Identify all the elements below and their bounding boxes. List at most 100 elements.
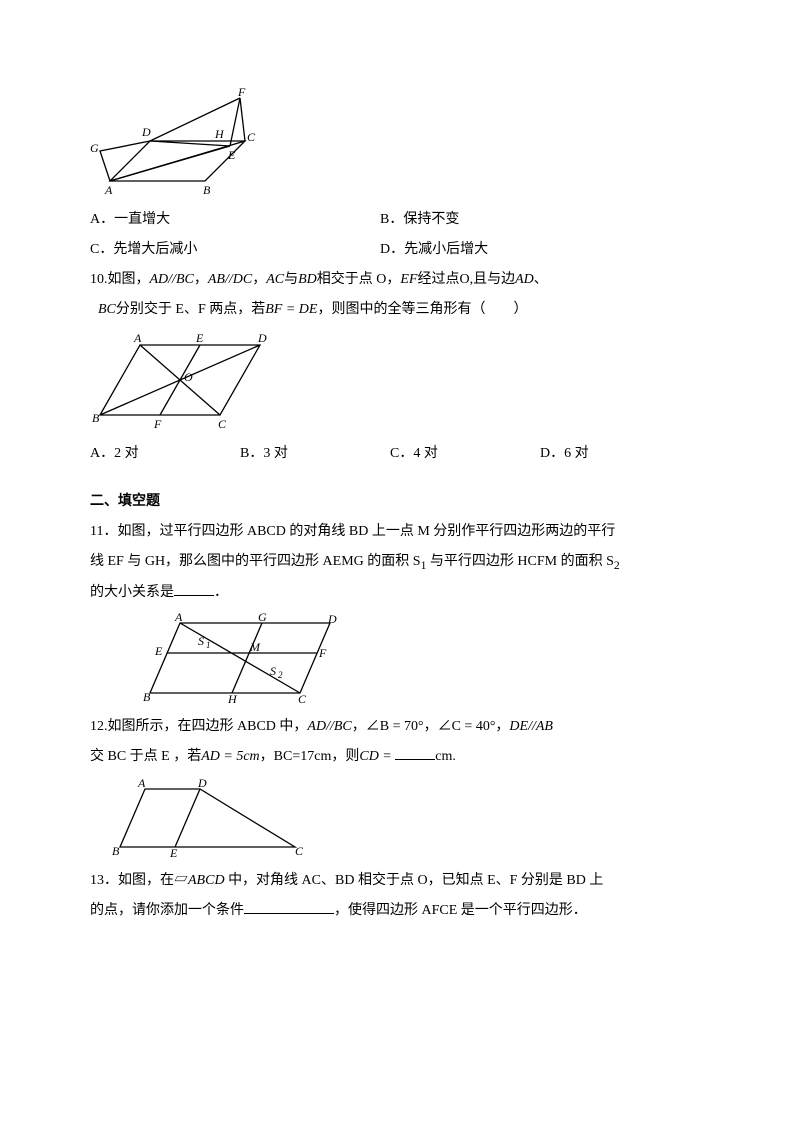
svg-text:B: B — [112, 844, 120, 857]
q10-m1: 与 — [284, 272, 298, 287]
svg-text:C: C — [298, 692, 307, 703]
svg-text:H: H — [214, 127, 225, 141]
svg-text:E: E — [195, 331, 204, 345]
q13-psym: ▱ — [174, 873, 188, 888]
q10-l2a: BC — [98, 302, 116, 317]
svg-text:D: D — [197, 777, 207, 790]
q10-option-c: C．4 对 — [390, 440, 540, 468]
section2-title: 二、填空题 — [90, 488, 704, 516]
svg-text:D: D — [141, 125, 151, 139]
q11-line1: 11．如图，过平行四边形 ABCD 的对角线 BD 上一点 M 分别作平行四边形… — [90, 518, 704, 546]
svg-text:F: F — [237, 86, 246, 99]
q13-l1b: 中，对角线 AC、BD 相交于点 O，已知点 E、F 分别是 BD 上 — [225, 873, 604, 888]
q12-line1: 12.如图所示，在四边形 ABCD 中，AD//BC，∠B = 70°，∠C =… — [90, 713, 704, 741]
svg-text:A: A — [133, 331, 142, 345]
q12-l1a: 12.如图所示，在四边形 ABCD 中， — [90, 719, 307, 734]
svg-text:E: E — [227, 148, 236, 162]
q12-l2b: ，BC=17cm，则 — [260, 749, 360, 764]
svg-text:M: M — [249, 640, 261, 654]
q10-options: A．2 对 B．3 对 C．4 对 D．6 对 — [90, 440, 704, 468]
figure-q11: A G D E M F B H C S1 S2 — [90, 613, 704, 703]
svg-text:F: F — [153, 417, 162, 430]
q11-l3: 的大小关系是 — [90, 585, 174, 600]
q11-end: ． — [214, 585, 228, 600]
svg-text:C: C — [247, 130, 256, 144]
q10-s2: AB//DC — [208, 272, 252, 287]
q13-blank — [244, 900, 334, 914]
svg-text:E: E — [154, 644, 163, 658]
svg-text:C: C — [218, 417, 227, 430]
svg-text:2: 2 — [278, 670, 283, 680]
q10-stem2: BC分别交于 E、F 两点，若BF = DE，则图中的全等三角形有（ ） — [90, 296, 704, 324]
q12-s3: AD = 5cm — [201, 749, 259, 764]
q13-l1a: 13．如图，在 — [90, 873, 174, 888]
svg-text:D: D — [257, 331, 267, 345]
svg-text:H: H — [227, 692, 238, 703]
svg-text:B: B — [143, 690, 151, 703]
q12-s1: AD//BC — [307, 719, 351, 734]
q11-blank — [174, 582, 214, 596]
q13-l2b: ，使得四边形 AFCE 是一个平行四边形． — [334, 903, 587, 918]
svg-text:B: B — [203, 183, 211, 196]
q12-l1b: ∠B = 70°，∠C = 40°， — [366, 719, 510, 734]
q13-l2a: 的点，请你添加一个条件 — [90, 903, 244, 918]
figure-q12: A D B E C — [90, 777, 704, 857]
svg-text:B: B — [92, 411, 100, 425]
q13-s1: ABCD — [188, 873, 225, 888]
q13-line1: 13．如图，在▱ABCD 中，对角线 AC、BD 相交于点 O，已知点 E、F … — [90, 867, 704, 895]
fig12-svg: A D B E C — [110, 777, 310, 857]
q9-options-row1: A．一直增大 B．保持不变 — [90, 206, 704, 234]
q10-s6: AD — [515, 272, 534, 287]
svg-text:A: A — [104, 183, 113, 196]
svg-text:E: E — [169, 846, 178, 857]
q10-stem: 10.如图，AD//BC，AB//DC，AC与BD相交于点 O，EF经过点O,且… — [90, 266, 704, 294]
q10-s3: AC — [266, 272, 284, 287]
q11-sub2: 2 — [614, 559, 620, 572]
q10-m3: 经过点O,且与边 — [417, 272, 515, 287]
q12-sep1: ， — [352, 719, 366, 734]
fig11-svg: A G D E M F B H C S1 S2 — [140, 613, 350, 703]
q11-l2b: 与平行四边形 HCFM 的面积 S — [426, 554, 613, 569]
q10-option-b: B．3 对 — [240, 440, 390, 468]
q11-line2: 线 EF 与 GH，那么图中的平行四边形 AEMG 的面积 S1 与平行四边形 … — [90, 548, 704, 577]
fig9-svg: A B C D E F G H — [90, 86, 270, 196]
q10-s1: AD//BC — [150, 272, 194, 287]
q10-t1: 10.如图， — [90, 272, 150, 287]
q11-line3: 的大小关系是 ． — [90, 579, 704, 607]
q9-option-a: A．一直增大 — [90, 206, 380, 234]
q13-line2: 的点，请你添加一个条件 ，使得四边形 AFCE 是一个平行四边形． — [90, 897, 704, 925]
svg-text:A: A — [137, 777, 146, 790]
q9-option-b: B．保持不变 — [380, 206, 459, 234]
svg-text:D: D — [327, 613, 337, 626]
q12-s2: DE//AB — [509, 719, 553, 734]
svg-text:C: C — [295, 844, 304, 857]
svg-text:S: S — [198, 634, 204, 648]
q10-p1: 、 — [534, 272, 548, 287]
q10-s7: BF = DE — [265, 302, 317, 317]
fig10-svg: A E D B F C O — [90, 330, 290, 430]
svg-text:A: A — [174, 613, 183, 624]
q12-line2: 交 BC 于点 E ，若AD = 5cm，BC=17cm，则CD = cm. — [90, 743, 704, 771]
svg-text:1: 1 — [206, 640, 211, 650]
q9-option-d: D．先减小后增大 — [380, 236, 488, 264]
q10-s5: EF — [400, 272, 417, 287]
q12-s4: CD = — [359, 749, 391, 764]
q10-l2b: 分别交于 E、F 两点，若 — [116, 302, 265, 317]
q9-option-c: C．先增大后减小 — [90, 236, 380, 264]
q10-option-a: A．2 对 — [90, 440, 240, 468]
q11-l2a: 线 EF 与 GH，那么图中的平行四边形 AEMG 的面积 S — [90, 554, 421, 569]
svg-text:G: G — [90, 141, 99, 155]
svg-text:O: O — [184, 370, 193, 384]
svg-text:G: G — [258, 613, 267, 624]
q9-options-row2: C．先增大后减小 D．先减小后增大 — [90, 236, 704, 264]
q10-l2c: ，则图中的全等三角形有（ ） — [317, 302, 527, 317]
svg-text:S: S — [270, 664, 276, 678]
figure-q9: A B C D E F G H — [90, 86, 704, 196]
q12-unit: cm. — [435, 749, 456, 764]
q10-option-d: D．6 对 — [540, 440, 690, 468]
q10-m2: 相交于点 O， — [317, 272, 401, 287]
figure-q10: A E D B F C O — [90, 330, 704, 430]
q12-blank — [395, 746, 435, 760]
svg-text:F: F — [318, 646, 327, 660]
q10-sep1: ， — [194, 272, 208, 287]
